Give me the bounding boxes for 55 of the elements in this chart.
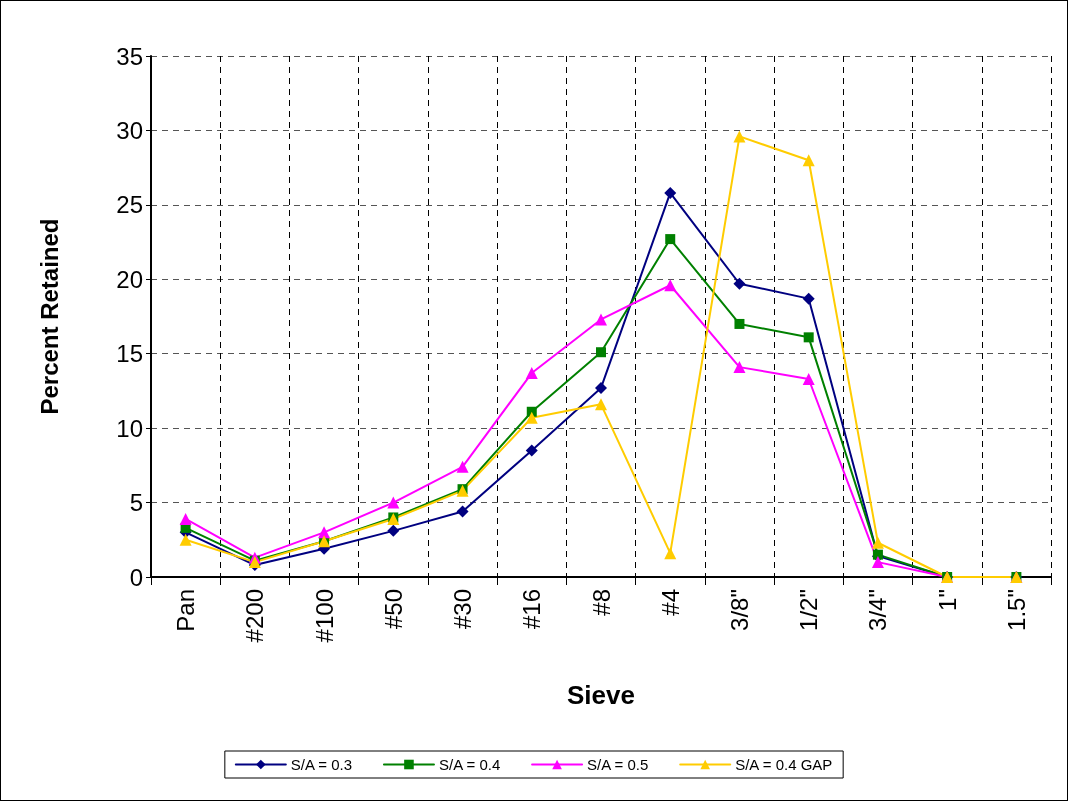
- point: [595, 313, 607, 326]
- point: [595, 398, 607, 411]
- point: [525, 367, 538, 380]
- x-tick-label: 1.5": [1002, 589, 1030, 631]
- x-tick-label: #100: [310, 589, 338, 643]
- y-tick-label: 20: [116, 265, 143, 293]
- point: [179, 512, 192, 525]
- point: [802, 373, 815, 386]
- point: [802, 154, 815, 167]
- point: [802, 292, 815, 305]
- y-tick-label: 10: [116, 414, 143, 442]
- point: [665, 234, 676, 245]
- x-tick-label: #30: [449, 589, 477, 630]
- legend-label: S/A = 0.3: [290, 756, 353, 773]
- x-tick-label: #200: [241, 589, 269, 643]
- legend-label: S/A = 0.4: [438, 756, 501, 773]
- point: [733, 361, 746, 374]
- y-tick-label: 30: [116, 116, 143, 144]
- point: [803, 332, 814, 343]
- y-tick-label: 15: [116, 340, 143, 368]
- x-tick-label: 3/8": [725, 589, 753, 631]
- x-tick-label: 1/2": [795, 589, 823, 631]
- point: [664, 279, 677, 292]
- point: [525, 444, 538, 457]
- x-tick-label: Pan: [172, 589, 200, 632]
- x-tick-label: #50: [379, 589, 407, 630]
- y-tick-label: 5: [129, 489, 143, 517]
- point: [871, 536, 884, 549]
- y-tick-label: 0: [129, 563, 143, 591]
- point: [595, 381, 607, 394]
- point: [456, 460, 469, 473]
- point: [456, 505, 469, 518]
- y-axis-title: Percent Retained: [35, 218, 63, 415]
- point: [734, 318, 745, 329]
- point: [664, 547, 677, 560]
- x-axis-title: Sieve: [567, 680, 635, 710]
- point: [664, 186, 677, 199]
- point: [733, 277, 746, 290]
- point: [525, 411, 538, 424]
- y-tick-label: 25: [116, 191, 143, 219]
- point: [387, 496, 400, 509]
- point: [179, 533, 192, 546]
- x-tick-label: #4: [656, 589, 684, 616]
- point: [596, 347, 606, 358]
- point: [871, 556, 884, 569]
- y-tick-label: 35: [116, 42, 143, 70]
- point: [387, 524, 400, 537]
- point: [733, 130, 746, 143]
- point: [318, 526, 331, 539]
- legend-label: S/A = 0.5: [587, 756, 649, 773]
- x-tick-label: 3/4": [864, 589, 892, 631]
- x-tick-label: 1": [933, 589, 961, 611]
- x-tick-label: #8: [587, 589, 615, 616]
- x-tick-label: #16: [518, 589, 546, 630]
- legend-label: S/A = 0.4 GAP: [735, 756, 833, 773]
